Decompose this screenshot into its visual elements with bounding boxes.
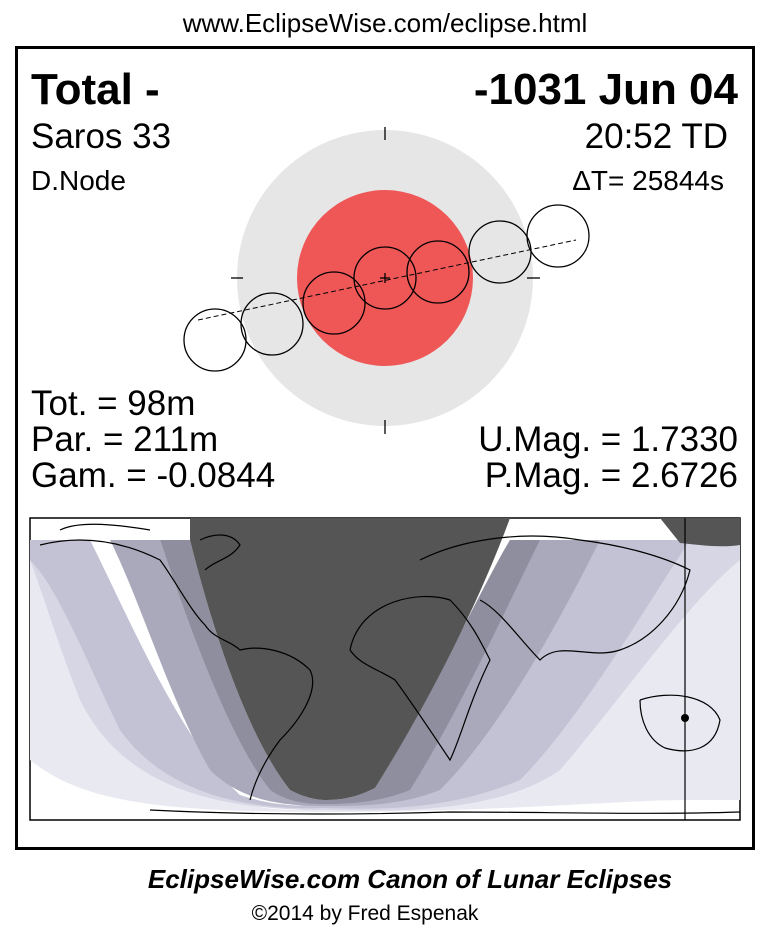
band-5: [160, 540, 540, 804]
penumbral-magnitude: P.Mag. = 2.6726: [484, 456, 738, 495]
night-region: [190, 518, 510, 800]
moon-p1: [183, 308, 247, 372]
moon-u1: [240, 292, 304, 356]
band-4: [110, 540, 600, 806]
total-duration: Tot. = 98m: [31, 384, 196, 423]
night-top-right: [660, 518, 740, 547]
moon-positions: [183, 204, 590, 372]
moon-p4: [526, 204, 590, 268]
axis-ticks: [231, 127, 540, 434]
visibility-map: [29, 517, 741, 821]
footer-title: EclipseWise.com Canon of Lunar Eclipses: [147, 864, 673, 894]
umbral-magnitude: U.Mag. = 1.7330: [478, 420, 738, 459]
greatest-eclipse-point: [681, 714, 689, 722]
moon-u2: [302, 271, 366, 335]
partial-duration: Par. = 211m: [31, 420, 219, 459]
gamma: Gam. = -0.0844: [31, 456, 276, 495]
moon-max: [353, 246, 417, 310]
eclipse-date: -1031 Jun 04: [473, 65, 738, 114]
moon-path-line: [197, 239, 577, 321]
eclipse-time: 20:52 TD: [584, 117, 728, 156]
node-label: D.Node: [31, 165, 126, 196]
saros-number: Saros 33: [31, 117, 172, 156]
band-2: [30, 540, 740, 811]
header-url: www.EclipseWise.com/eclipse.html: [182, 8, 588, 38]
moon-u3: [406, 240, 470, 304]
footer-copyright: ©2014 by Fred Espenak: [251, 902, 479, 925]
eclipse-type: Total -: [31, 65, 160, 114]
delta-t: ΔT= 25844s: [572, 165, 724, 196]
eclipse-panel: [15, 46, 755, 850]
